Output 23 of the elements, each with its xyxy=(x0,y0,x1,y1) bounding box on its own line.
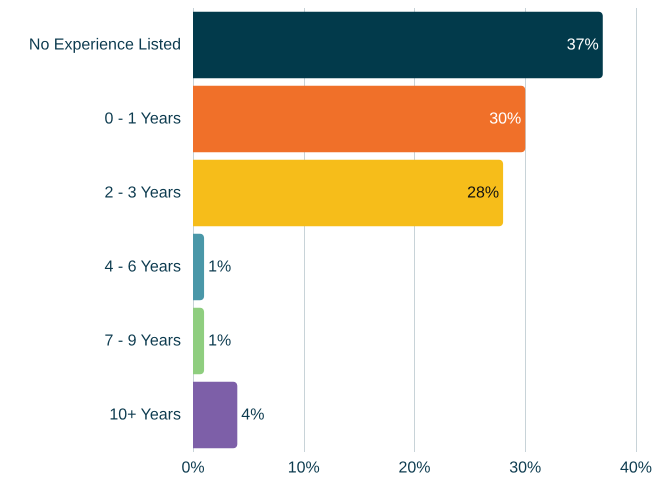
data-label: 28% xyxy=(467,184,500,202)
y-tick-label: 4 - 6 Years xyxy=(104,258,181,276)
bar xyxy=(193,160,504,226)
y-tick-label: 0 - 1 Years xyxy=(104,110,181,128)
x-tick-label: 40% xyxy=(620,460,652,476)
x-tick-label: 20% xyxy=(398,460,431,476)
y-tick-label: No Experience Listed xyxy=(28,36,181,54)
y-tick-label: 7 - 9 Years xyxy=(104,332,181,350)
data-label: 1% xyxy=(208,332,232,350)
data-label: 30% xyxy=(489,110,522,128)
bar xyxy=(193,308,204,374)
y-tick-label: 2 - 3 Years xyxy=(104,184,181,202)
y-tick-label: 10+ Years xyxy=(109,406,181,424)
bar xyxy=(193,234,204,300)
data-label: 1% xyxy=(208,258,232,276)
x-tick-label: 30% xyxy=(509,460,542,476)
data-label: 4% xyxy=(241,406,264,424)
x-tick-label: 0% xyxy=(181,460,205,476)
bar xyxy=(193,86,526,152)
bar xyxy=(193,382,238,448)
x-tick-label: 10% xyxy=(288,460,320,476)
data-label: 37% xyxy=(566,36,599,54)
bar xyxy=(193,12,603,78)
